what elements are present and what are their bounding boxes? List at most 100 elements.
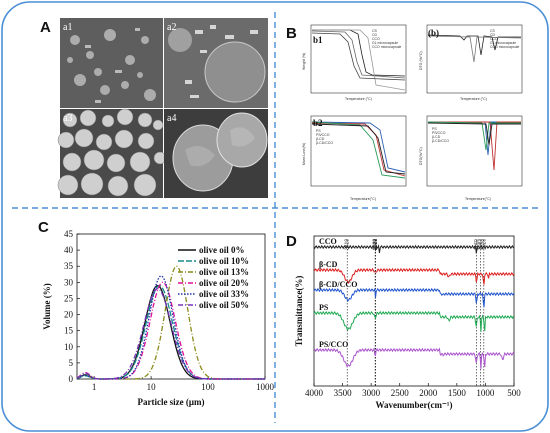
x-tick-label: 4000 [305, 388, 324, 398]
panel-a: A a1 [40, 18, 268, 198]
spectrum-label: PS [319, 303, 329, 312]
svg-text:CD: CD [372, 33, 378, 37]
peak-marker-label: 1160 [474, 239, 480, 250]
svg-text:DTG (%/°C): DTG (%/°C) [419, 51, 423, 70]
chart-c-ylabel: Volume (%) [42, 283, 52, 329]
svg-text:PS: PS [432, 127, 437, 131]
particle-size-chart: 0 5 10 15 20 25 30 35 40 45 1 10 100 1000 Particle siz… [42, 229, 275, 407]
panel-c: C 0 5 10 15 20 25 30 35 40 45 1 10 100 1000 Particle s… [38, 219, 275, 407]
spectrum-label: β-CD [319, 260, 338, 269]
sem-image-a2: a2 [164, 18, 268, 108]
spectrum-label: PS/CCO [319, 340, 348, 349]
sub-label-a2: a2 [167, 22, 176, 33]
svg-text:Mass Loss(%): Mass Loss(%) [302, 143, 306, 165]
y-tick-label: 5 [69, 358, 74, 368]
panel-d-label: D [286, 233, 297, 250]
sem-image-a1: a1 [60, 18, 163, 108]
svg-text:β-CD/CCO: β-CD/CCO [316, 141, 333, 145]
spectrum-line-2 [313, 267, 515, 285]
panel-b: B b1 CS CD CCO GL microcapsule CCO micro… [286, 24, 523, 201]
panel-a-label: A [40, 19, 51, 36]
x-tick-label: 3500 [334, 388, 353, 398]
y-tick-label: 35 [64, 261, 74, 271]
svg-text:CS: CS [490, 29, 496, 33]
svg-text:GL microcapsule: GL microcapsule [372, 41, 398, 45]
svg-text:Temperature (°C): Temperature (°C) [345, 97, 372, 101]
chart-c-xlabel: Particle size (μm) [137, 397, 204, 407]
sem-image-a3: a3 [57, 108, 167, 198]
x-tick-label: 1500 [448, 388, 467, 398]
x-tick-label: 2000 [419, 388, 438, 398]
tga-plot-b1: b1 CS CD CCO GL microcapsule CCO microca… [302, 24, 407, 101]
panel-b-label: B [286, 25, 297, 42]
legend-label: olive oil 0% [199, 245, 245, 255]
svg-text:CCO: CCO [372, 37, 380, 41]
y-tick-label: 25 [64, 293, 74, 303]
sub-label-a4: a4 [167, 113, 176, 124]
chart-d-frame [313, 235, 515, 387]
svg-text:(b): (b) [428, 28, 439, 38]
svg-text:β-CD: β-CD [316, 137, 325, 141]
chart-c-frame [76, 233, 266, 380]
peak-marker-label: 3419 [345, 239, 351, 250]
legend-label: olive oil 20% [199, 278, 249, 288]
y-tick-label: 10 [64, 342, 74, 352]
x-tick-label: 100 [201, 382, 215, 392]
svg-text:Temperature(°C): Temperature(°C) [350, 197, 376, 201]
x-tick-label: 3000 [362, 388, 381, 398]
y-tick-label: 0 [69, 374, 74, 384]
legend-label: olive oil 50% [199, 300, 249, 310]
svg-text:β-CD/CCO: β-CD/CCO [432, 139, 449, 143]
svg-text:CCO microcapsule: CCO microcapsule [490, 45, 519, 49]
svg-text:GL microcapsule: GL microcapsule [490, 41, 516, 45]
x-tick-label: 1000 [476, 388, 495, 398]
sub-label-b1: b1 [313, 35, 323, 45]
series-line-6 [76, 288, 265, 380]
chart-d-ylabel: Transmittance(%) [294, 276, 304, 347]
dtg-plot-b2: PS PS/CCO β-CD β-CD/CCO Temperature(°C) … [419, 115, 523, 201]
peak-marker-label: 1083 [478, 239, 484, 250]
y-tick-label: 45 [64, 229, 74, 239]
svg-text:Temperature (°C): Temperature (°C) [460, 97, 487, 101]
ftir-chart: 4000 3500 3000 2500 2000 1500 1000 500 Wavenumbe… [294, 235, 521, 410]
peak-marker-label: 2923 [373, 239, 379, 250]
svg-text:CCO: CCO [490, 37, 498, 41]
y-tick-label: 20 [64, 310, 74, 320]
chart-d-xlabel: Wavenumber(cm⁻¹) [376, 400, 453, 410]
panel-d: D 4000 3500 3000 2500 2000 1500 1000 500 Wavenum… [286, 233, 521, 410]
svg-text:CS: CS [372, 29, 378, 33]
y-tick-label: 40 [64, 245, 74, 255]
y-tick-label: 15 [64, 326, 74, 336]
svg-text:PS/CCO: PS/CCO [316, 133, 330, 137]
x-tick-label: 10 [147, 382, 157, 392]
svg-text:β-CD: β-CD [432, 135, 441, 139]
y-tick-label: 30 [64, 277, 74, 287]
svg-text:CCO microcapsule: CCO microcapsule [372, 45, 401, 49]
sub-label-b2: b2 [313, 118, 323, 128]
x-tick-label: 1 [92, 382, 97, 392]
sub-label-a1: a1 [63, 22, 72, 33]
panel-c-label: C [38, 219, 49, 236]
x-tick-label: 500 [507, 388, 521, 398]
legend-label: olive oil 33% [199, 289, 249, 299]
sem-image-a4: a4 [164, 109, 268, 198]
svg-text:DTG(%/°C): DTG(%/°C) [419, 147, 423, 165]
svg-text:Temperature(°C): Temperature(°C) [465, 197, 491, 201]
legend-label: olive oil 13% [199, 267, 249, 277]
spectrum-line-1 [313, 244, 515, 254]
spectrum-label: CCO [319, 237, 337, 246]
svg-text:Weight (%): Weight (%) [302, 53, 306, 70]
dtg-plot-b1: (b) CS CD CCO GL microcapsule CCO microc… [419, 24, 523, 101]
svg-text:CD: CD [490, 33, 496, 37]
spectrum-line-4 [313, 310, 515, 332]
sub-label-a3: a3 [63, 113, 72, 124]
tga-plot-b2: b2 PS PS/CCO β-CD β-CD/CCO Temperature(°… [302, 115, 407, 201]
spectrum-label: β-CD/CCO [319, 280, 357, 289]
x-tick-label: 1000 [256, 382, 275, 392]
x-tick-label: 2500 [391, 388, 410, 398]
svg-text:PS: PS [316, 129, 321, 133]
peak-marker-label: 1028 [481, 239, 487, 250]
spectrum-line-5 [313, 347, 515, 369]
legend-label: olive oil 10% [199, 256, 249, 266]
